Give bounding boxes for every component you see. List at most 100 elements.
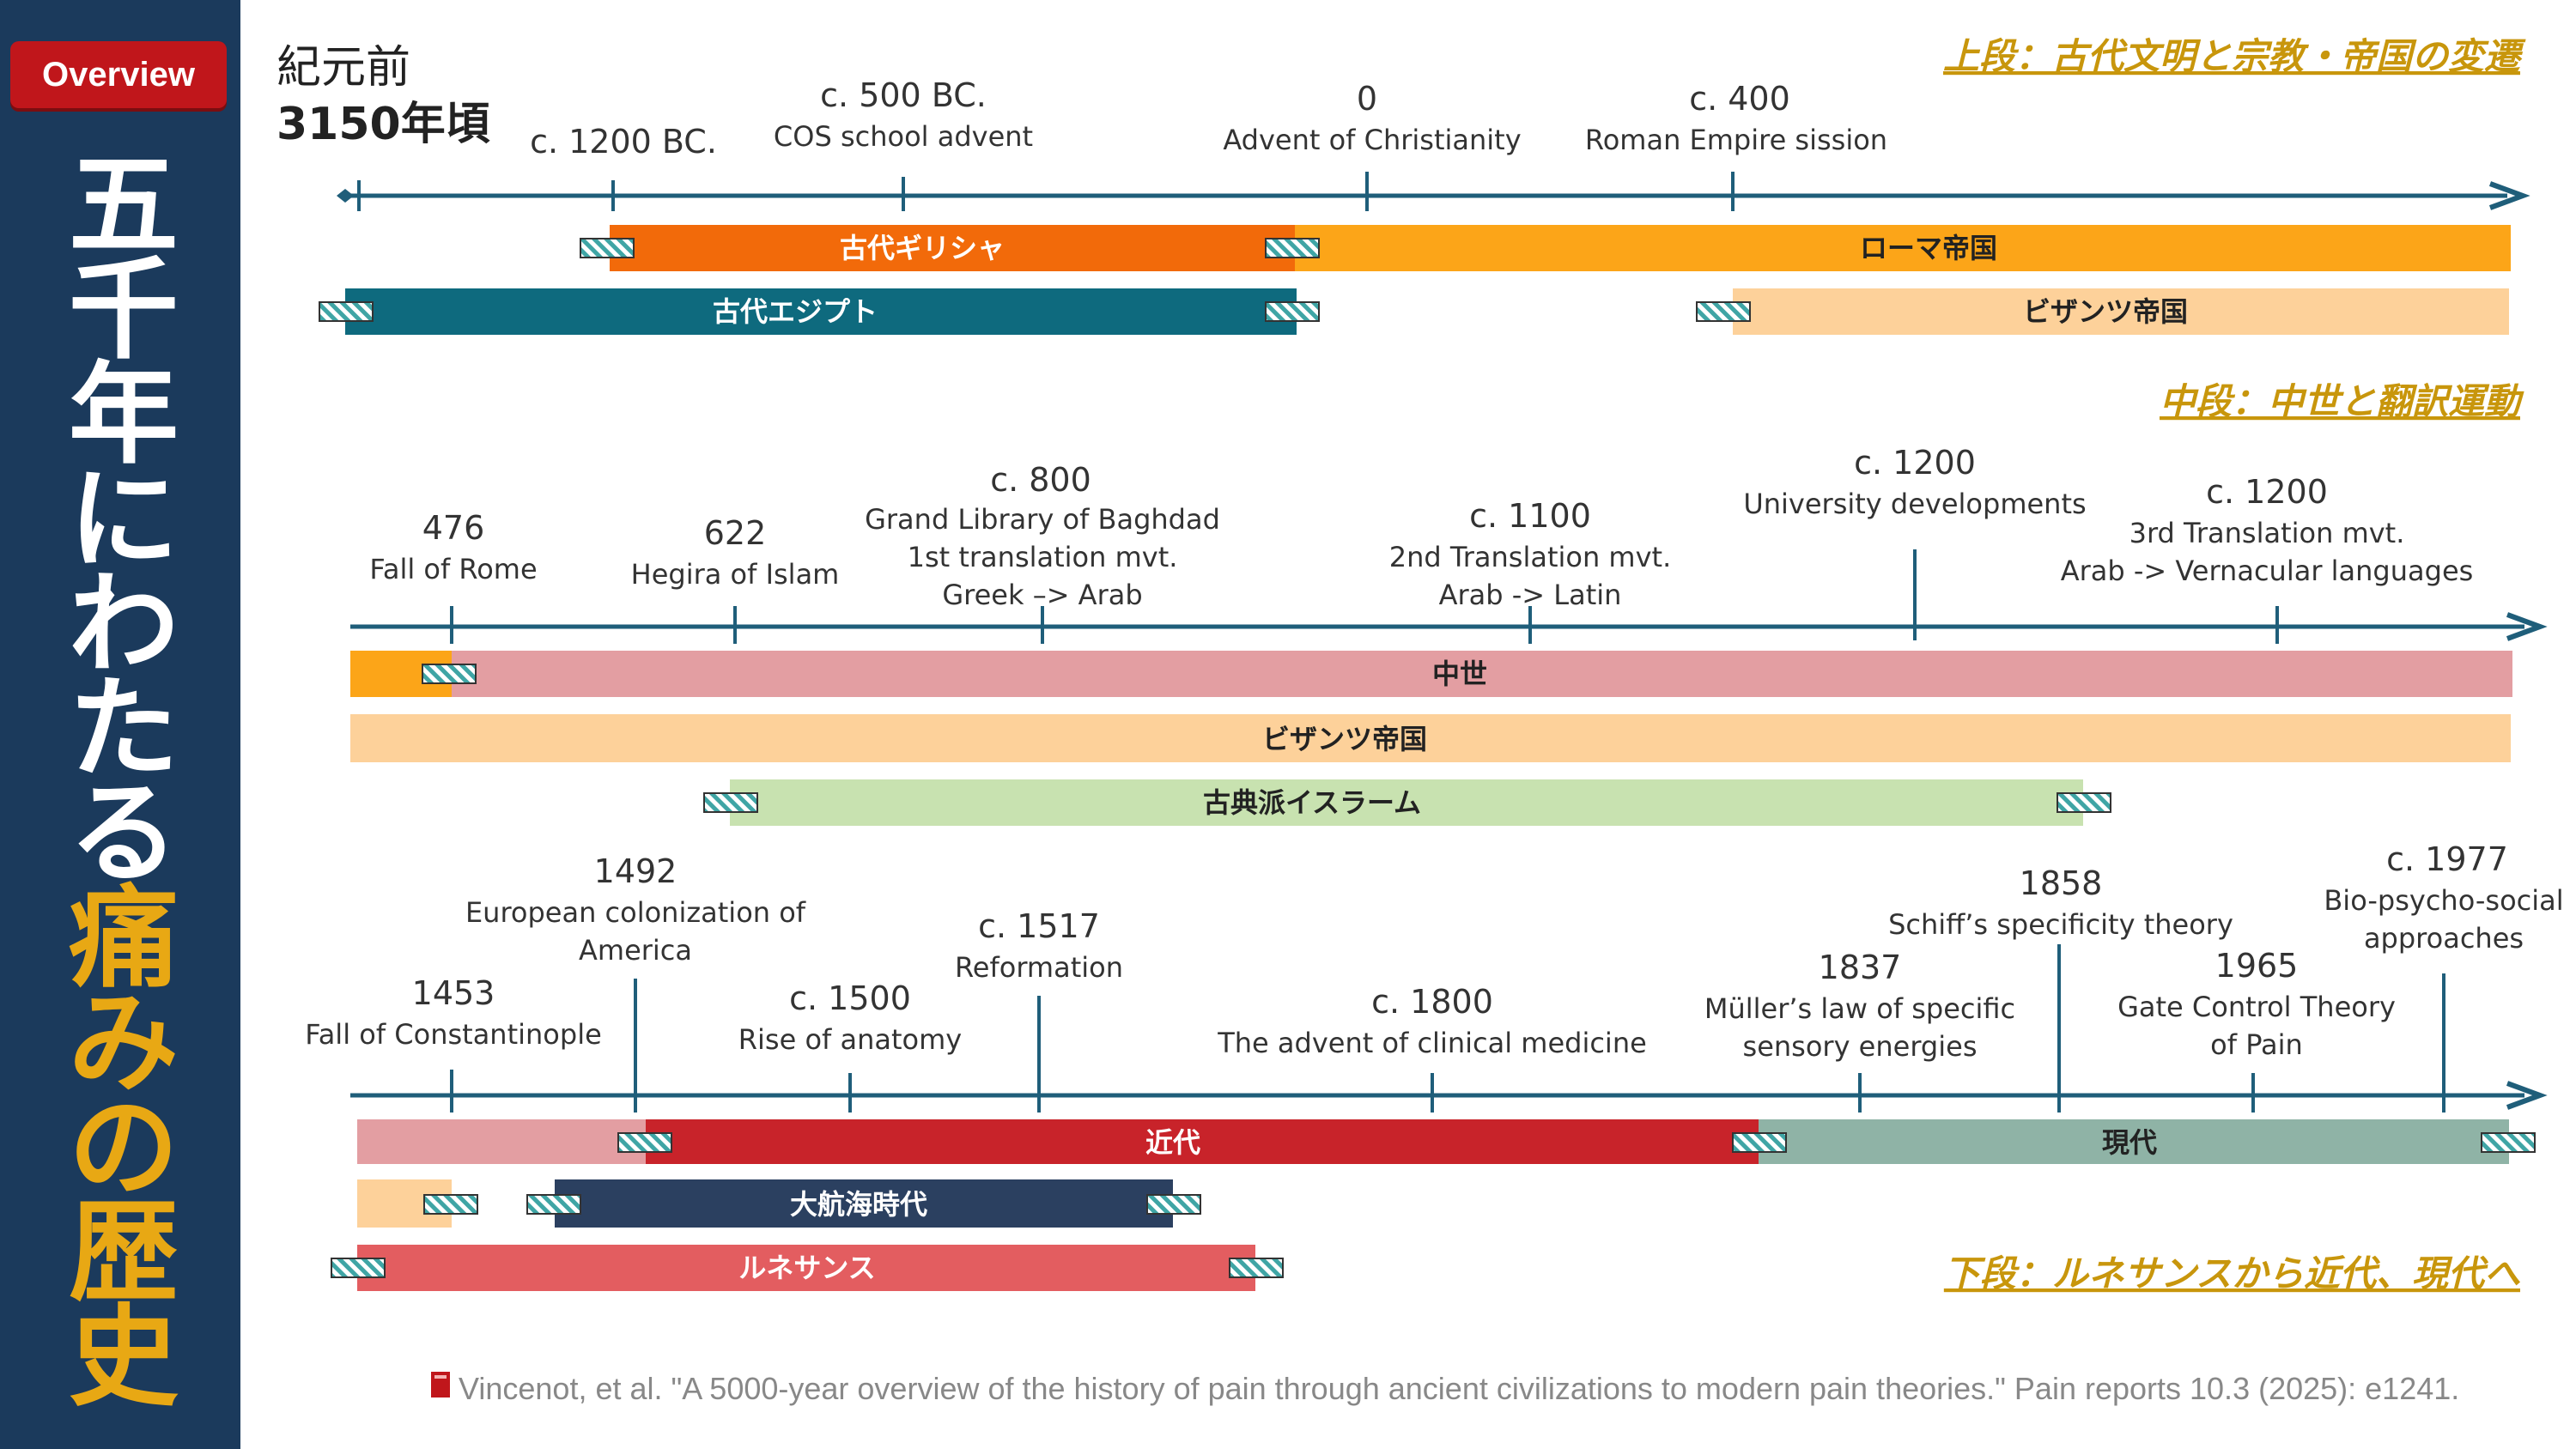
bar-age-of-discovery [555,1179,1173,1228]
title-char: た [68,665,179,793]
transition-marker [1265,301,1320,322]
event-desc: Fall of Constantinople [305,1018,602,1051]
event-desc: Grand Library of Baghdad [865,503,1220,536]
event-year: 1965 [2215,947,2299,985]
event-desc: Müller’s law of specific [1704,992,2015,1025]
event-desc: sensory energies [1743,1030,1978,1063]
event-desc: 1st translation mvt. [908,541,1178,573]
bar-classical-islam [730,779,2083,826]
event-desc: Arab -> Latin [1439,579,1622,611]
event-year: c. 1800 [1371,983,1493,1021]
bar-label: 古典派イスラーム [1203,786,1421,819]
event-year: 0 [1357,80,1377,118]
event-desc: of Pain [2210,1028,2303,1061]
bar-label: 大航海時代 [790,1188,927,1221]
bar-byzantine-empire [350,714,2511,762]
bar-ancient-greece [610,225,1295,271]
event-desc: The advent of clinical medicine [1217,1027,1647,1059]
event-desc: Roman Empire sission [1585,124,1887,156]
transition-marker [1229,1258,1284,1278]
axis-arrow-middle [2506,612,2548,641]
event-desc: Reformation [955,951,1123,984]
transition-marker [617,1132,672,1153]
timeline-upper: c. 1200 BC. c. 500 BC. COS school advent… [319,76,2530,335]
event-desc: Arab -> Vernacular languages [2061,555,2474,587]
event-year: c. 400 [1689,80,1790,118]
event-year: c. 1500 [789,979,911,1017]
bar-label: 古代ギリシャ [840,232,1005,264]
event-desc: University developments [1743,488,2086,520]
bar-byzantine-empire [1733,288,2509,335]
event-desc: Gate Control Theory [2117,991,2396,1023]
event-year: c. 1977 [2386,840,2508,878]
transition-marker [2057,792,2111,813]
citation: Vincenot, et al. "A 5000-year overview o… [431,1371,2459,1406]
bar-label: ビザンツ帝国 [1262,723,1427,755]
bar-renaissance [357,1245,1255,1291]
transition-marker [331,1258,386,1278]
transition-marker [580,238,635,258]
transition-marker [1696,301,1751,322]
event-year: 1453 [412,974,495,1012]
transition-marker [1732,1132,1787,1153]
title-char: み [68,979,179,1107]
event-desc: Bio-psycho-social [2324,884,2563,917]
title-char: 痛 [68,875,179,1003]
bar-label: 古代エジプト [713,295,878,328]
event-desc: approaches [2364,922,2524,955]
event-year: 622 [704,514,767,552]
transition-marker [319,301,374,322]
title-char: 年 [68,351,179,479]
bar-middle-ages-end [357,1119,646,1164]
transition-marker [1265,238,1320,258]
bar-ancient-egypt [345,288,1297,335]
axis-arrow-upper [2488,181,2530,210]
event-desc: Advent of Christianity [1223,124,1521,156]
event-year: 1492 [594,852,677,890]
timeline-middle: 476 Fall of Rome 622 Hegira of Islam c. … [350,444,2548,826]
book-icon-detail [434,1375,447,1379]
title-char: る [68,770,179,898]
title-char: 歴 [68,1189,179,1317]
transition-marker [2481,1132,2536,1153]
transition-marker [1146,1194,1201,1215]
title-char: わ [68,561,179,688]
start-label-line2: 3150年頃 [276,99,490,150]
title-char: 史 [68,1294,179,1422]
event-year: c. 1200 [1854,444,1976,482]
bar-label: ルネサンス [738,1252,875,1284]
event-year: 476 [422,509,485,547]
event-year: c. 1517 [978,907,1100,945]
event-year: c. 500 BC. [820,76,987,114]
event-desc: COS school advent [774,120,1033,153]
axis-start-marker [337,189,354,203]
event-desc: America [579,934,692,967]
citation-text: Vincenot, et al. "A 5000-year overview o… [459,1371,2459,1406]
section-heading-lower: 下段：ルネサンスから近代、現代へ [1944,1252,2521,1294]
event-year: 1858 [2020,864,2103,902]
event-year: 1837 [1819,949,1902,986]
bar-label: 中世 [1432,658,1487,690]
title-char: に [68,456,179,584]
event-desc: European colonization of [465,896,806,929]
title-char: 千 [68,246,179,374]
event-desc: Greek –> Arab [942,579,1142,611]
event-desc: 3rd Translation mvt. [2129,517,2405,549]
bar-label: 近代 [1145,1126,1200,1159]
bar-modern-era [646,1119,1759,1164]
start-label-line1: 紀元前 [276,42,410,94]
section-heading-middle: 中段：中世と翻訳運動 [2160,380,2524,422]
timeline-lower: 1453 Fall of Constantinople 1492 Europea… [305,840,2564,1291]
bar-contemporary-era [1759,1119,2509,1164]
event-year: c. 1100 [1469,497,1591,535]
section-heading-upper: 上段：古代文明と宗教・帝国の変遷 [1943,35,2526,77]
overview-badge: Overview [10,41,227,108]
bar-label: 現代 [2102,1126,2157,1159]
transition-marker [703,792,758,813]
bar-label: ビザンツ帝国 [2023,295,2188,328]
event-desc: Schiff’s specificity theory [1888,908,2233,941]
event-desc: 2nd Translation mvt. [1389,541,1671,573]
event-desc: Fall of Rome [369,553,537,585]
event-year: c. 1200 [2206,473,2328,511]
